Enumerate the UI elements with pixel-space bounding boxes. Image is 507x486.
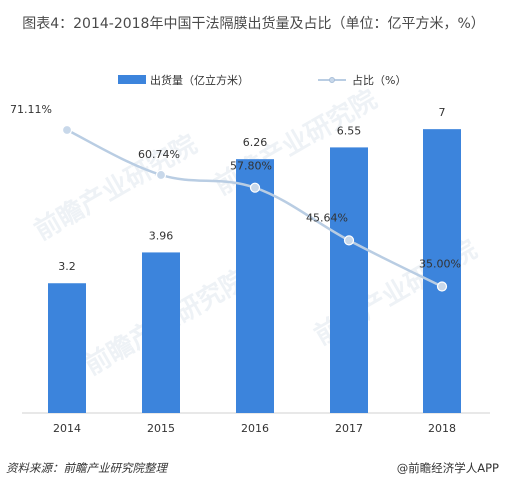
watermark-text: 前瞻产业研究院	[29, 129, 202, 247]
line-value-label: 45.64%	[306, 211, 348, 224]
bar	[330, 147, 368, 413]
bar-value-label: 6.55	[337, 124, 362, 137]
bar	[423, 129, 461, 413]
x-tick-label: 2017	[335, 422, 363, 435]
x-tick-label: 2018	[428, 422, 456, 435]
legend-label-bar: 出货量（亿立方米）	[150, 73, 249, 87]
x-tick-label: 2015	[147, 422, 175, 435]
line-value-label: 57.80%	[230, 160, 272, 173]
line-value-label: 35.00%	[419, 258, 461, 271]
x-tick-label: 2016	[241, 422, 269, 435]
line-point	[343, 235, 355, 246]
line-point	[155, 169, 167, 181]
bar-series: 3.2 3.96 6.26 6.55 7	[48, 106, 461, 413]
bar	[236, 159, 274, 413]
line-value-label: 60.74%	[138, 148, 180, 161]
legend: 出货量（亿立方米） 占比（%）	[118, 73, 406, 87]
legend-label-line: 占比（%）	[352, 73, 406, 87]
brand-credit: @前瞻经济学人APP	[396, 461, 499, 475]
bar-value-label: 6.26	[243, 136, 268, 149]
x-tick-label: 2014	[53, 422, 81, 435]
legend-swatch-bar	[118, 75, 146, 84]
bar-value-label: 3.96	[149, 229, 174, 242]
source-note: 资料来源：前瞻产业研究院整理	[6, 461, 167, 475]
x-axis-ticks: 2014 2015 2016 2017 2018	[53, 422, 456, 435]
bar	[48, 283, 86, 413]
bar-value-label: 3.2	[58, 260, 76, 273]
line-value-label: 71.11%	[10, 103, 52, 116]
line-point	[436, 281, 448, 292]
legend-marker	[329, 77, 335, 83]
bar	[142, 252, 180, 413]
line-point	[61, 124, 73, 136]
chart-title: 图表4：2014-2018年中国干法隔膜出货量及占比（单位：亿平方米，%）	[22, 16, 485, 32]
line-point	[249, 182, 261, 193]
bar-value-label: 7	[439, 106, 446, 119]
line-series: 71.11% 60.74% 57.80% 45.64% 35.00%	[10, 103, 461, 292]
